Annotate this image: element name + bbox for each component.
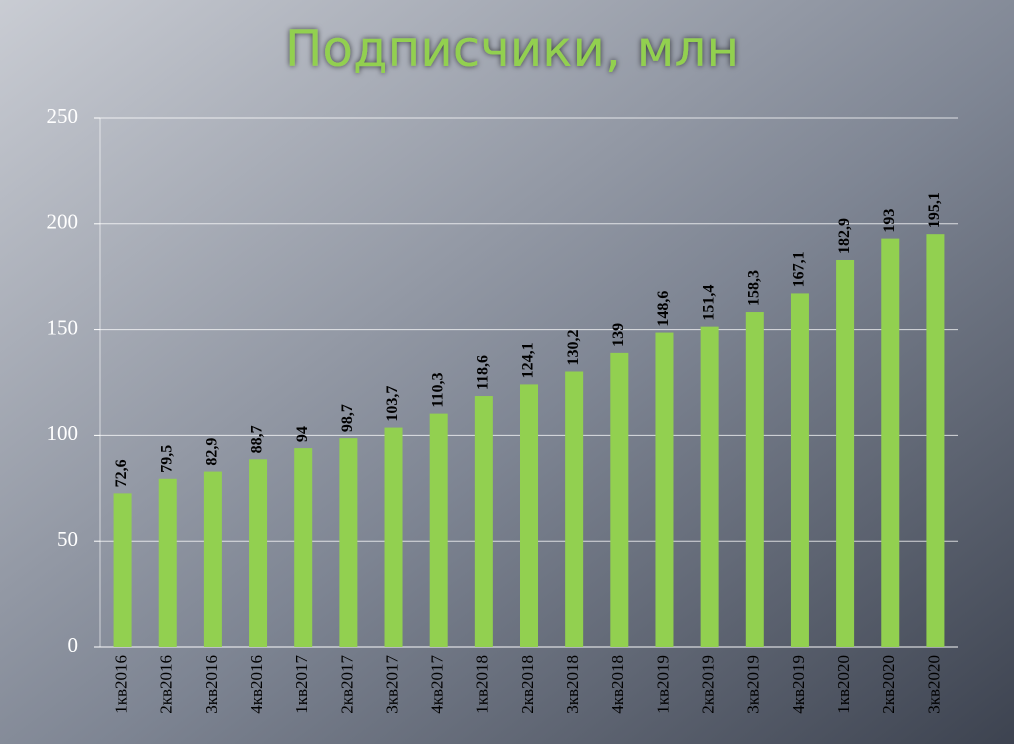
x-tick-label: 3кв2020	[924, 655, 943, 714]
value-label: 167,1	[791, 251, 808, 287]
value-label: 193	[881, 209, 898, 233]
y-tick-label: 50	[57, 527, 78, 551]
bar	[474, 396, 493, 647]
value-label: 124,1	[520, 342, 537, 378]
bar	[384, 427, 403, 647]
x-tick-label: 2кв2019	[699, 655, 718, 714]
value-label: 151,4	[700, 285, 717, 321]
bar	[881, 238, 900, 647]
x-tick-label: 1кв2018	[473, 655, 492, 714]
y-tick-label: 150	[47, 315, 79, 339]
value-label: 110,3	[429, 372, 446, 407]
chart-title: Подписчики, млн	[285, 20, 739, 78]
x-tick-label: 2кв2020	[879, 655, 898, 714]
bar	[836, 259, 855, 647]
value-label: 103,7	[384, 386, 401, 422]
bar	[158, 478, 177, 647]
value-label: 195,1	[926, 192, 943, 228]
value-label: 72,6	[113, 459, 130, 487]
x-tick-label: 2кв2017	[337, 655, 356, 714]
bar	[655, 332, 674, 647]
y-tick-label: 100	[47, 421, 79, 445]
x-tick-label: 2кв2018	[518, 655, 537, 714]
y-tick-label: 200	[47, 210, 79, 234]
value-label: 148,6	[655, 291, 672, 327]
x-tick-label: 1кв2019	[653, 655, 672, 714]
x-tick-label: 3кв2019	[744, 655, 763, 714]
x-tick-label: 3кв2018	[563, 655, 582, 714]
x-tick-label: 3кв2016	[202, 655, 221, 714]
x-tick-label: 3кв2017	[382, 655, 401, 714]
bar	[249, 459, 268, 647]
bar	[565, 371, 584, 647]
value-label: 82,9	[204, 438, 221, 466]
bar	[790, 293, 809, 647]
y-tick-label: 0	[68, 633, 79, 657]
x-tick-label: 1кв2017	[292, 655, 311, 714]
bar	[113, 493, 132, 647]
x-tick-label: 4кв2016	[247, 655, 266, 714]
value-label: 79,5	[158, 445, 175, 473]
x-tick-label: 4кв2018	[608, 655, 627, 714]
value-label: 118,6	[475, 355, 492, 390]
value-label: 158,3	[745, 270, 762, 306]
value-label: 98,7	[339, 404, 356, 432]
bar	[203, 471, 222, 647]
x-tick-label: 1кв2020	[834, 655, 853, 714]
bar	[520, 384, 538, 647]
y-tick-label: 250	[47, 104, 79, 128]
x-tick-label: 4кв2019	[789, 655, 808, 714]
bar	[294, 448, 313, 647]
value-label: 182,9	[836, 218, 853, 254]
value-label: 139	[610, 323, 627, 347]
x-tick-label: 4кв2017	[428, 655, 447, 714]
bar	[339, 438, 358, 647]
bar	[429, 413, 448, 647]
bar	[700, 326, 719, 647]
x-tick-label: 2кв2016	[157, 655, 176, 714]
value-label: 88,7	[249, 425, 266, 453]
bar	[610, 352, 629, 647]
bar	[745, 312, 764, 647]
x-tick-label: 1кв2016	[111, 655, 130, 714]
bar	[926, 234, 945, 647]
value-label: 94	[294, 426, 311, 442]
value-label: 130,2	[565, 329, 582, 365]
